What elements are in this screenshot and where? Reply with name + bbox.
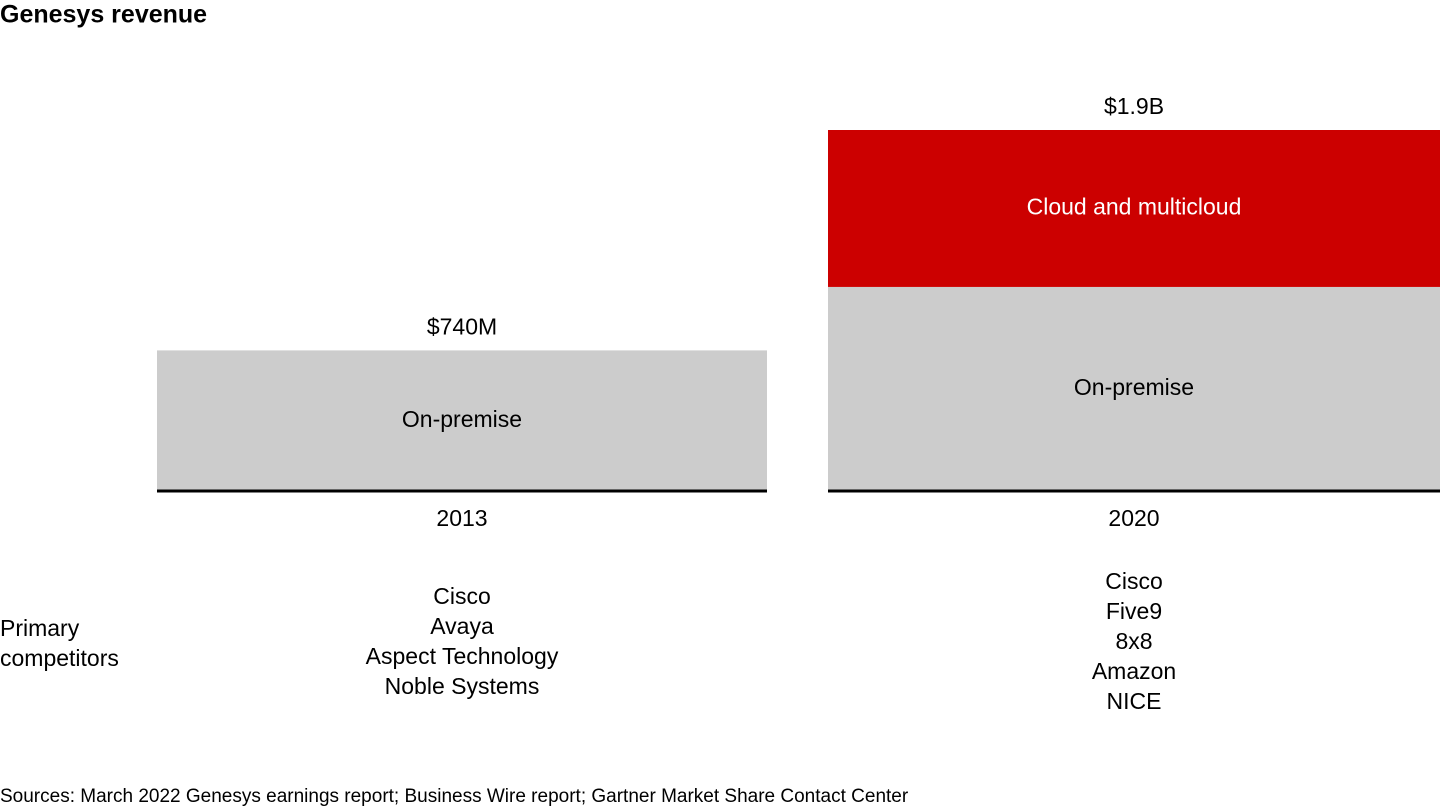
x-tick-label: 2013	[436, 505, 487, 531]
competitors-label: Primary competitors	[0, 615, 119, 671]
competitor: Amazon	[1092, 658, 1176, 684]
bar-segment	[828, 286, 1440, 491]
competitor: Five9	[1106, 598, 1162, 624]
competitor: Noble Systems	[385, 673, 540, 699]
segment-label: On-premise	[1074, 374, 1194, 400]
competitor: Cisco	[433, 583, 491, 609]
competitor: Aspect Technology	[366, 643, 559, 669]
segment-label: On-premise	[402, 406, 522, 432]
competitor: Avaya	[430, 613, 494, 639]
competitor: NICE	[1107, 688, 1162, 714]
segment-label: Cloud and multicloud	[1027, 194, 1242, 220]
total-label: $740M	[427, 313, 497, 339]
chart-title: Genesys revenue	[0, 1, 207, 29]
competitor: 8x8	[1115, 628, 1152, 654]
bar-segment	[157, 350, 767, 491]
bar-segment	[828, 130, 1440, 287]
total-label: $1.9B	[1104, 93, 1164, 119]
x-tick-label: 2020	[1108, 505, 1159, 531]
source-note: Sources: March 2022 Genesys earnings rep…	[0, 786, 909, 807]
competitor: Cisco	[1105, 568, 1163, 594]
